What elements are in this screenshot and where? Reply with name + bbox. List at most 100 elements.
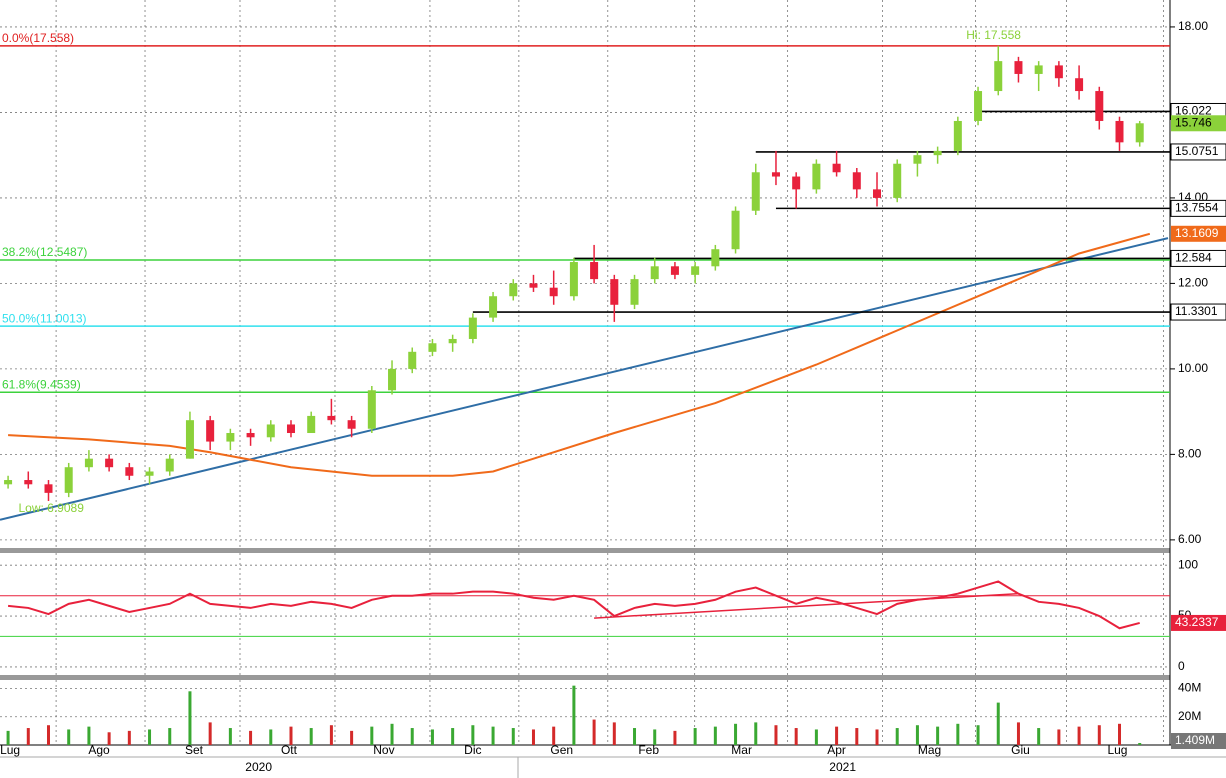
rsi-label: 43.2337 (1175, 615, 1219, 629)
candle-body (165, 458, 174, 472)
candle-body (893, 163, 902, 198)
candle-body (691, 266, 700, 275)
candle-body (206, 420, 215, 442)
volume-bar (1057, 729, 1061, 745)
volume-bar (471, 725, 475, 745)
volume-bar (1077, 726, 1081, 745)
candle-body (1135, 123, 1144, 143)
volume-bar (188, 691, 192, 745)
x-tick-label: Apr (827, 743, 846, 757)
candle-body (913, 155, 922, 164)
volume-tick-label: 20M (1178, 709, 1201, 723)
trendline (0, 237, 1169, 521)
price-label-box (1170, 303, 1226, 321)
candle-body (246, 433, 255, 438)
candle-body (367, 390, 376, 429)
volume-label: 1.409M (1175, 733, 1215, 747)
year-label: 2021 (829, 760, 856, 774)
candle-body (145, 471, 154, 476)
volume-bar (309, 728, 313, 745)
volume-bar (956, 723, 960, 745)
price-label-box (1170, 249, 1226, 267)
support-label: 13.7554 (1175, 201, 1219, 215)
candle-body (1054, 65, 1063, 79)
candle-body (84, 458, 93, 468)
candle-body (408, 351, 417, 369)
x-tick-label: Nov (373, 743, 394, 757)
support-label: 16.022 (1175, 104, 1212, 118)
candle-body (933, 150, 942, 156)
volume-bar (915, 725, 919, 745)
candle-body (388, 368, 397, 391)
candle-body (529, 283, 538, 288)
x-tick-label: Dic (464, 743, 481, 757)
candle-body (812, 163, 821, 190)
x-tick-label: Mag (918, 743, 941, 757)
x-tick-label: Lug (1107, 743, 1127, 757)
candle-body (852, 172, 861, 190)
volume-bar (208, 722, 212, 745)
volume-bar (390, 723, 394, 745)
volume-bar (329, 725, 333, 745)
x-tick-label: Set (185, 743, 204, 757)
x-tick-label: Ott (281, 743, 298, 757)
volume-bar (168, 728, 172, 745)
rsi-trendline (594, 592, 1019, 619)
volume-bar (855, 728, 859, 745)
rsi-label-box (1171, 614, 1226, 631)
candle-body (953, 120, 962, 151)
y-tick-label: 8.00 (1178, 447, 1202, 461)
volume-bar (430, 729, 434, 745)
candle-body (4, 480, 13, 485)
volume-bar (653, 729, 657, 745)
x-tick-label: Mar (731, 743, 752, 757)
volume-bar (754, 722, 758, 745)
last-price-box (1171, 115, 1226, 132)
candle-body (44, 484, 53, 493)
candle-body (751, 172, 760, 211)
candle-body (569, 262, 578, 297)
candle-body (590, 262, 599, 280)
candle-body (286, 424, 295, 434)
volume-bar (895, 728, 899, 745)
candle-body (1095, 91, 1104, 121)
volume-bar (6, 730, 10, 745)
volume-bar (1097, 725, 1101, 745)
volume-bar (673, 730, 677, 745)
volume-bar (794, 728, 798, 745)
price-label-box (1170, 199, 1226, 217)
candle-body (1115, 120, 1124, 143)
volume-bar (228, 728, 232, 745)
candle-body (994, 61, 1003, 92)
candle-body (428, 343, 437, 352)
x-tick-label: Gen (550, 743, 573, 757)
candle-body (873, 189, 882, 198)
candle-body (832, 163, 841, 173)
volume-bar (249, 730, 253, 745)
candle-body (327, 415, 336, 421)
volume-bar (552, 726, 556, 745)
last-price-label: 15.746 (1175, 115, 1212, 129)
volume-bar (410, 728, 414, 745)
volume-bar (936, 726, 940, 745)
candle-body (347, 420, 356, 429)
candle-body (650, 266, 659, 280)
support-label: 11.3301 (1175, 304, 1218, 318)
candle-body (125, 467, 134, 476)
volume-bar (289, 726, 293, 745)
candle-body (448, 338, 457, 344)
candle-body (468, 317, 477, 339)
volume-bar (491, 726, 495, 745)
x-tick-label: Lug (0, 743, 20, 757)
candle-body (610, 279, 619, 305)
candle-body (24, 480, 33, 485)
candle-body (105, 458, 114, 468)
candle-body (1075, 78, 1084, 92)
candle-body (226, 433, 235, 442)
fib-label: 61.8%(9.4539) (2, 377, 81, 391)
candle-body (185, 420, 194, 459)
fib-label: 0.0%(17.558) (2, 31, 74, 45)
volume-tick-label: 40M (1178, 681, 1201, 695)
volume-bar (531, 729, 535, 745)
